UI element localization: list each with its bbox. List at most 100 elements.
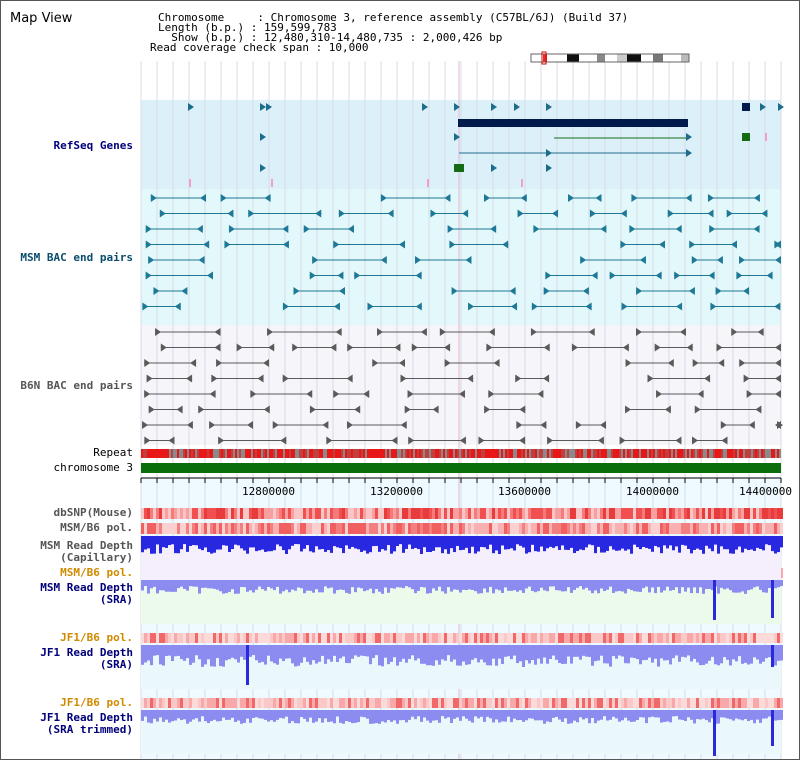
jf1-pol2-heat-cell — [522, 698, 525, 708]
msm-depth-capillary-bar — [261, 536, 264, 550]
msm-pol-heat-cell — [354, 523, 357, 534]
repeat-segment — [345, 449, 347, 458]
repeat-segment — [507, 449, 509, 458]
repeat-segment — [767, 449, 769, 458]
track-label-dbsnp[interactable]: dbSNP(Mouse) — [53, 506, 133, 519]
jf1-pol2-heat-cell — [309, 698, 312, 708]
repeat-segment — [433, 449, 435, 458]
dbsnp-heat-cell — [201, 508, 204, 519]
jf1-depth-sra-bar — [300, 645, 303, 663]
msm-depth-sra-bar — [450, 580, 453, 592]
pair-end-arrow — [398, 240, 405, 249]
track-label-chromosome[interactable]: chromosome 3 — [53, 461, 133, 474]
repeat-segment — [537, 449, 539, 458]
repeat-segment — [763, 449, 765, 458]
msm-depth-capillary-bar — [636, 536, 639, 548]
ideogram-band — [567, 54, 579, 62]
jf1-depth-sra-bar — [219, 645, 222, 667]
jf1-depth-trimmed-bar — [492, 710, 495, 723]
repeat-segment — [453, 449, 455, 458]
msm-depth-capillary-bar — [252, 536, 255, 548]
msm-depth-capillary-bar — [360, 536, 363, 552]
msm-pol-heat-cell — [363, 523, 366, 534]
msm-depth-capillary-bar — [165, 536, 168, 548]
repeat-segment — [653, 449, 655, 458]
repeat-segment — [211, 449, 213, 458]
track-label-msm-depth-sra[interactable]: MSM Read Depth (SRA) — [40, 581, 133, 606]
dbsnp-heat-cell — [279, 508, 282, 519]
track-label-b6n-bac[interactable]: B6N BAC end pairs — [20, 379, 133, 392]
jf1-depth-sra-bar — [699, 645, 702, 666]
track-label-repeat[interactable]: Repeat — [93, 446, 133, 459]
msm-depth-capillary-bar — [312, 536, 315, 553]
jf1-depth-trimmed-bar — [528, 710, 531, 719]
msm-depth-capillary-bar — [162, 536, 165, 548]
track-label-msm-depth-capillary[interactable]: MSM Read Depth (Capillary) — [40, 539, 133, 564]
msm-pol-heat-cell — [408, 523, 411, 534]
jf1-depth-trimmed-bar — [447, 710, 450, 718]
track-label-msm-bac[interactable]: MSM BAC end pairs — [20, 251, 133, 264]
jf1-depth-trimmed-bar — [156, 710, 159, 722]
repeat-segment — [327, 449, 329, 458]
msm-depth-sra-bar — [408, 580, 411, 588]
pair-end-arrow — [655, 271, 662, 280]
msm-depth-sra-bar — [348, 580, 351, 594]
dbsnp-heat-cell — [378, 508, 381, 519]
dbsnp-heat-cell — [762, 508, 765, 519]
track-label-jf1-depth-trimmed[interactable]: JF1 Read Depth (SRA trimmed) — [40, 711, 133, 736]
jf1-pol2-heat-cell — [180, 698, 183, 708]
jf1-pol2-heat-cell — [525, 698, 528, 708]
jf1-depth-trimmed-bar — [273, 710, 276, 722]
jf1-pol-heat-cell — [735, 633, 738, 643]
jf1-pol-heat-cell — [777, 633, 780, 643]
track-label-refseq[interactable]: RefSeq Genes — [53, 139, 133, 152]
track-label-msm-b6-pol-2[interactable]: MSM/B6 pol. — [60, 566, 133, 579]
jf1-pol2-heat-cell — [360, 698, 363, 708]
track-label-jf1-depth-sra[interactable]: JF1 Read Depth (SRA) — [40, 646, 133, 671]
jf1-depth-trimmed-bar — [246, 710, 249, 719]
dbsnp-heat-cell — [741, 508, 744, 519]
dbsnp-heat-cell — [387, 508, 390, 519]
jf1-depth-sra-bar — [228, 645, 231, 660]
dbsnp-heat-cell — [210, 508, 213, 519]
jf1-pol-heat-cell — [480, 633, 483, 643]
dbsnp-heat-cell — [321, 508, 324, 519]
msm-depth-capillary-bar — [738, 536, 741, 547]
jf1-depth-sra-bar — [540, 645, 543, 664]
msm-depth-sra-bar — [555, 580, 558, 591]
repeat-segment — [385, 449, 387, 458]
dbsnp-heat-cell — [261, 508, 264, 519]
pair-end-arrow — [145, 225, 152, 233]
show-range-info: Show (b.p.) : 12,480,310-14,480,735 : 2,… — [158, 31, 503, 44]
jf1-pol-heat-cell — [684, 633, 687, 643]
jf1-pol-heat-cell — [549, 633, 552, 643]
jf1-pol2-heat-cell — [762, 698, 765, 708]
jf1-pol2-heat-cell — [585, 698, 588, 708]
track-label-jf1-b6-pol[interactable]: JF1/B6 pol. — [60, 631, 133, 644]
jf1-pol-heat-cell — [612, 633, 615, 643]
track-label-msm-b6-pol[interactable]: MSM/B6 pol. — [60, 521, 133, 534]
dbsnp-heat-cell — [180, 508, 183, 519]
msm-depth-sra-bar — [168, 580, 171, 592]
msm-pol-heat-cell — [780, 523, 783, 534]
msm-pol-heat-cell — [309, 523, 312, 534]
msm-depth-sra-bar — [414, 580, 417, 594]
pair-end-arrow — [282, 302, 289, 311]
track-label-jf1-b6-pol-2[interactable]: JF1/B6 pol. — [60, 696, 133, 709]
jf1-depth-trimmed-bar — [627, 710, 630, 721]
repeat-segment — [175, 449, 177, 458]
pair-end-arrow — [707, 194, 714, 202]
jf1-depth-sra-bar — [315, 645, 318, 664]
jf1-depth-sra-bar — [531, 645, 534, 661]
jf1-pol-heat-cell — [396, 633, 399, 643]
dbsnp-heat-cell — [573, 508, 576, 519]
msm-depth-sra-bar — [150, 580, 153, 589]
msm-depth-sra-bar — [489, 580, 492, 587]
repeat-segment — [373, 449, 375, 458]
jf1-depth-sra-bar — [198, 645, 201, 660]
repeat-segment — [153, 449, 155, 458]
msm-pol-heat-cell — [267, 523, 270, 534]
dbsnp-heat-cell — [282, 508, 285, 519]
msm-depth-capillary-bar — [516, 536, 519, 545]
